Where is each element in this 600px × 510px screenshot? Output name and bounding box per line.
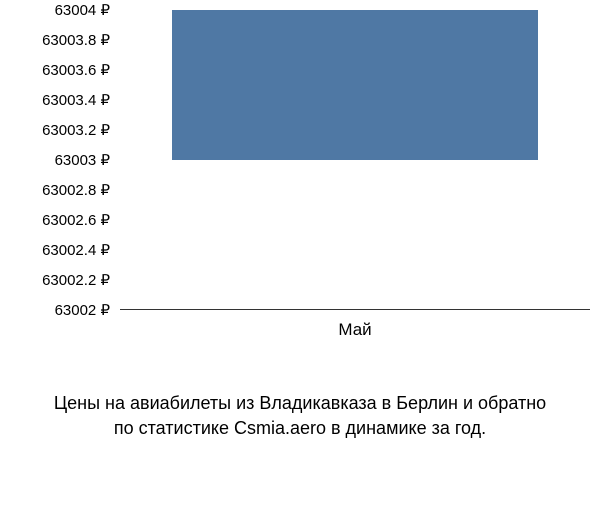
- y-tick-label: 63002.4 ₽: [42, 241, 110, 259]
- plot-area: [120, 10, 590, 310]
- y-tick-label: 63003.4 ₽: [42, 91, 110, 109]
- y-tick-label: 63002.6 ₽: [42, 211, 110, 229]
- y-axis: 63004 ₽63003.8 ₽63003.6 ₽63003.4 ₽63003.…: [10, 10, 120, 310]
- y-tick-label: 63002.8 ₽: [42, 181, 110, 199]
- x-axis-line: [120, 309, 590, 310]
- y-tick-label: 63003.8 ₽: [42, 31, 110, 49]
- y-tick-label: 63003.2 ₽: [42, 121, 110, 139]
- price-chart: 63004 ₽63003.8 ₽63003.6 ₽63003.4 ₽63003.…: [10, 10, 590, 350]
- y-tick-label: 63002.2 ₽: [42, 271, 110, 289]
- x-tick-label: Май: [338, 320, 371, 340]
- bar: [172, 10, 539, 160]
- y-tick-label: 63002 ₽: [55, 301, 110, 319]
- chart-caption: Цены на авиабилеты из Владикавказа в Бер…: [5, 391, 595, 440]
- y-tick-label: 63003 ₽: [55, 151, 110, 169]
- y-tick-label: 63003.6 ₽: [42, 61, 110, 79]
- caption-line1: Цены на авиабилеты из Владикавказа в Бер…: [54, 393, 546, 413]
- caption-line2: по статистике Csmia.aero в динамике за г…: [114, 418, 486, 438]
- y-tick-label: 63004 ₽: [55, 1, 110, 19]
